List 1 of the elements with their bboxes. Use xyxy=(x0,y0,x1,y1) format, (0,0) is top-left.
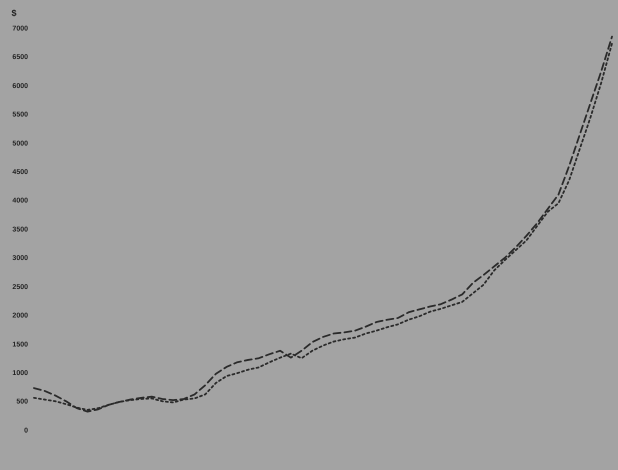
y-axis-title: $ xyxy=(11,8,17,18)
